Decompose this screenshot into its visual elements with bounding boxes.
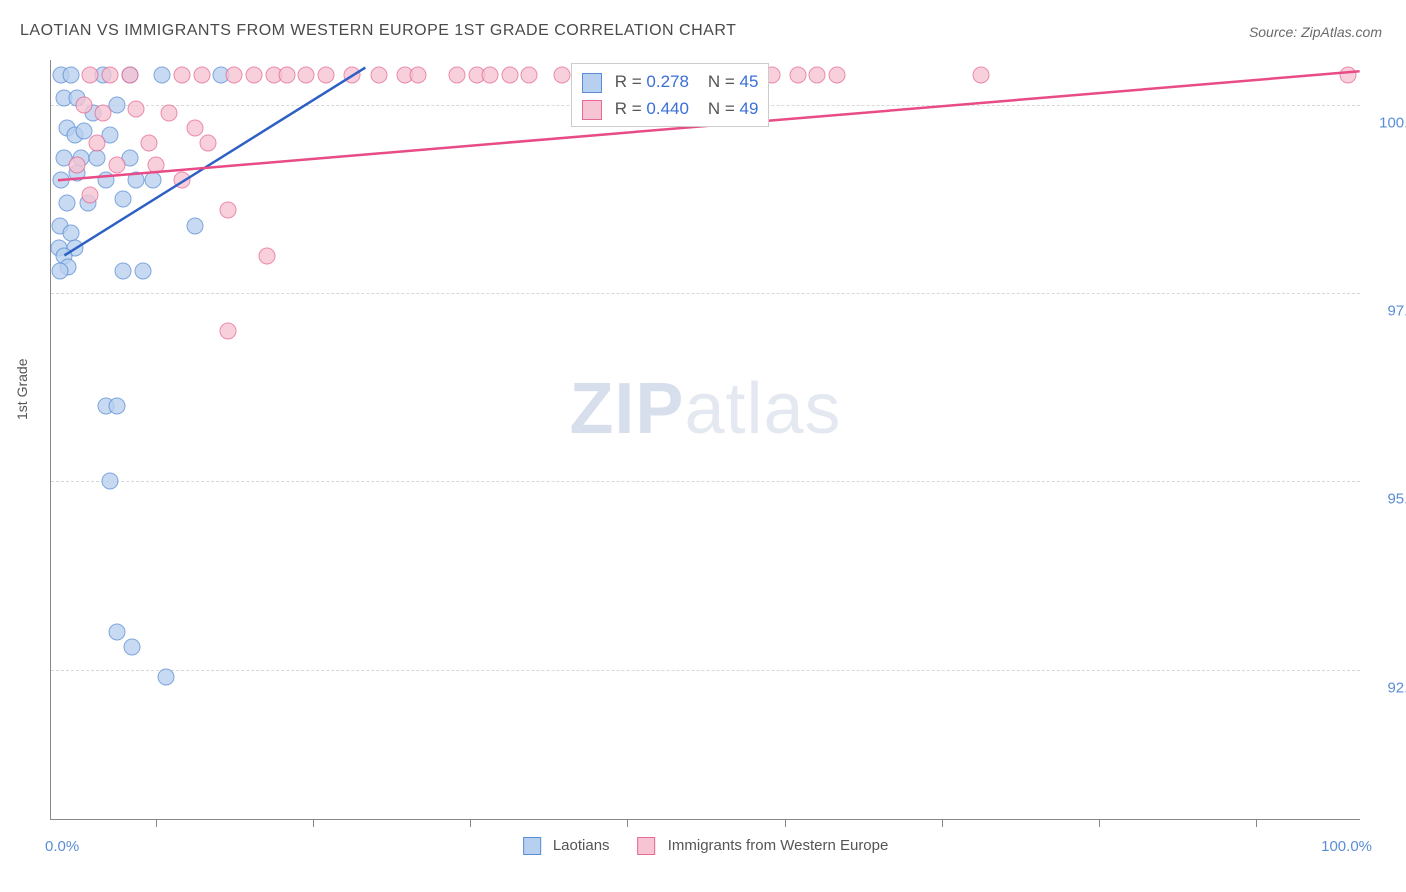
data-point xyxy=(154,67,171,84)
x-tick-mark xyxy=(627,819,628,827)
legend-item-laotians: Laotians xyxy=(523,837,610,855)
data-point xyxy=(174,172,191,189)
data-point xyxy=(82,187,99,204)
data-point xyxy=(101,473,118,490)
data-point xyxy=(481,67,498,84)
data-point xyxy=(193,67,210,84)
data-point xyxy=(88,134,105,151)
data-point xyxy=(278,67,295,84)
x-tick-mark xyxy=(785,819,786,827)
data-point xyxy=(147,157,164,174)
x-tick-mark xyxy=(1256,819,1257,827)
data-point xyxy=(145,172,162,189)
data-point xyxy=(370,67,387,84)
data-point xyxy=(344,67,361,84)
data-point xyxy=(809,67,826,84)
data-point xyxy=(95,104,112,121)
data-point xyxy=(128,172,145,189)
data-point xyxy=(58,194,75,211)
x-axis-min-label: 0.0% xyxy=(45,838,79,855)
data-point xyxy=(158,669,175,686)
plot-area: ZIPatlas 100.0%97.5%95.0%92.5% R = 0.278… xyxy=(50,60,1360,820)
data-point xyxy=(829,67,846,84)
watermark: ZIPatlas xyxy=(569,368,841,450)
data-point xyxy=(553,67,570,84)
data-point xyxy=(82,67,99,84)
data-point xyxy=(219,322,236,339)
data-point xyxy=(108,157,125,174)
chart-title: LAOTIAN VS IMMIGRANTS FROM WESTERN EUROP… xyxy=(20,22,736,40)
data-point xyxy=(160,104,177,121)
data-point xyxy=(69,157,86,174)
data-point xyxy=(219,202,236,219)
data-point xyxy=(108,623,125,640)
y-tick-label: 97.5% xyxy=(1370,303,1406,320)
data-point xyxy=(973,67,990,84)
data-point xyxy=(174,67,191,84)
data-point xyxy=(108,398,125,415)
data-point xyxy=(134,262,151,279)
data-point xyxy=(409,67,426,84)
data-point xyxy=(121,67,138,84)
data-point xyxy=(128,100,145,117)
data-point xyxy=(449,67,466,84)
x-tick-mark xyxy=(313,819,314,827)
data-point xyxy=(200,134,217,151)
swatch-laotians xyxy=(582,73,602,93)
data-point xyxy=(88,149,105,166)
legend-bottom: Laotians Immigrants from Western Europe xyxy=(523,837,889,855)
gridline xyxy=(51,670,1360,671)
data-point xyxy=(789,67,806,84)
data-point xyxy=(259,247,276,264)
data-point xyxy=(115,262,132,279)
source-attribution: Source: ZipAtlas.com xyxy=(1249,24,1382,40)
x-tick-mark xyxy=(1099,819,1100,827)
data-point xyxy=(52,262,69,279)
gridline xyxy=(51,293,1360,294)
data-point xyxy=(187,119,204,136)
y-tick-label: 95.0% xyxy=(1370,491,1406,508)
data-point xyxy=(226,67,243,84)
data-point xyxy=(501,67,518,84)
x-tick-mark xyxy=(470,819,471,827)
data-point xyxy=(62,67,79,84)
stats-row-western-europe: R = 0.440 N = 49 xyxy=(582,95,758,122)
x-tick-mark xyxy=(156,819,157,827)
data-point xyxy=(141,134,158,151)
y-tick-label: 100.0% xyxy=(1370,115,1406,132)
data-point xyxy=(53,172,70,189)
stats-row-laotians: R = 0.278 N = 45 xyxy=(582,68,758,95)
x-axis-max-label: 100.0% xyxy=(1321,838,1372,855)
stats-legend-box: R = 0.278 N = 45 R = 0.440 N = 49 xyxy=(571,63,769,127)
data-point xyxy=(75,97,92,114)
data-point xyxy=(298,67,315,84)
data-point xyxy=(101,67,118,84)
swatch-western-europe xyxy=(638,837,656,855)
swatch-western-europe xyxy=(582,100,602,120)
data-point xyxy=(124,638,141,655)
data-point xyxy=(1339,67,1356,84)
data-point xyxy=(521,67,538,84)
y-tick-label: 92.5% xyxy=(1370,679,1406,696)
data-point xyxy=(187,217,204,234)
swatch-laotians xyxy=(523,837,541,855)
gridline xyxy=(51,481,1360,482)
x-tick-mark xyxy=(942,819,943,827)
data-point xyxy=(246,67,263,84)
legend-item-western-europe: Immigrants from Western Europe xyxy=(638,837,889,855)
trend-lines xyxy=(51,60,1360,819)
data-point xyxy=(318,67,335,84)
data-point xyxy=(98,172,115,189)
data-point xyxy=(115,191,132,208)
y-axis-label: 1st Grade xyxy=(14,359,30,420)
